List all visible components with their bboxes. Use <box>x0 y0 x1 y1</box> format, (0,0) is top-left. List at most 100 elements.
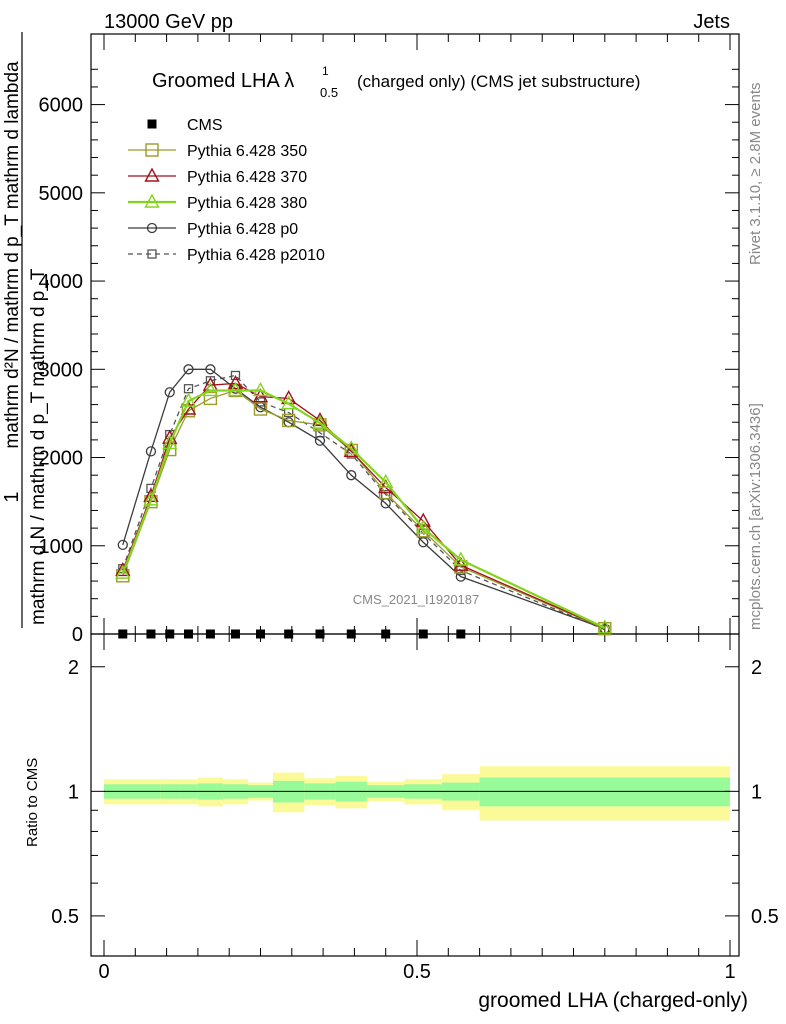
data-point-p2010 <box>230 370 241 381</box>
data-point-p380 <box>280 395 297 410</box>
data-point-cms <box>418 629 428 639</box>
data-point-p380 <box>343 440 359 455</box>
main-y-tick-label: 4000 <box>39 271 84 293</box>
data-point-p350 <box>181 404 196 418</box>
series-line-p380 <box>121 389 606 629</box>
rivet-label: Rivet 3.1.10, ≥ 2.8M events <box>747 83 764 266</box>
data-point-p350 <box>203 391 218 406</box>
y-axis-numerator: 1 <box>1 491 23 502</box>
x-tick-label: 0 <box>98 961 109 983</box>
data-point-p370 <box>453 556 469 571</box>
data-point-p380 <box>162 434 178 450</box>
energy-label: 13000 GeV pp <box>104 11 233 33</box>
legend-label-p370: Pythia 6.428 370 <box>187 169 307 186</box>
ratio-plot-frame <box>90 633 740 957</box>
ratio-y-tick-label: 2 <box>68 657 79 679</box>
main-y-ticks: 0 1000 2000 3000 4000 5000 6000 <box>39 68 739 646</box>
main-y-tick-label: 1000 <box>39 536 84 558</box>
x-ticks: 0 0.5 1 <box>98 34 736 983</box>
data-point-p380 <box>202 382 219 397</box>
title-rest: (charged only) (CMS jet substructure) <box>357 72 640 91</box>
data-point-p380 <box>378 473 394 488</box>
data-point-cms <box>381 629 391 639</box>
legend-item-p370: Pythia 6.428 370 <box>128 167 307 186</box>
data-point-p0 <box>145 446 157 457</box>
data-point-p0 <box>418 537 429 548</box>
series-p380 <box>115 382 613 634</box>
data-point-p0 <box>164 387 175 398</box>
data-point-p370 <box>415 512 431 527</box>
data-point-cms <box>346 629 356 639</box>
legend-label-p350: Pythia 6.428 350 <box>187 143 307 160</box>
data-point-p0 <box>205 364 216 375</box>
data-point-cms <box>256 629 265 639</box>
legend-marker-p350 <box>145 143 159 157</box>
data-point-p370 <box>115 562 131 577</box>
data-point-p380 <box>415 519 431 534</box>
title-superscript: 1 <box>322 64 329 78</box>
plot-title: Groomed LHA λ 1 0.5 (charged only) (CMS … <box>152 64 640 100</box>
legend-item-cms: CMS <box>147 117 223 134</box>
series-layer <box>115 364 613 639</box>
ratio-y-tick-label: 2 <box>751 657 762 679</box>
data-point-p370 <box>312 412 328 427</box>
main-y-tick-label: 6000 <box>39 95 84 117</box>
series-cms <box>118 629 466 639</box>
mcplots-label: mcplots.cern.ch [arXiv:1306.3436] <box>747 403 764 630</box>
x-axis-label: groomed LHA (charged-only) <box>478 989 748 1012</box>
data-point-p380 <box>453 551 469 566</box>
ratio-band-inner <box>479 777 730 807</box>
legend-item-p2010: Pythia 6.428 p2010 <box>128 247 325 264</box>
x-tick-label: 1 <box>724 961 735 983</box>
legend-marker-p0 <box>146 222 158 234</box>
data-point-cms <box>118 629 128 639</box>
main-y-tick-label: 0 <box>72 624 83 646</box>
data-point-p350 <box>253 402 268 416</box>
ratio-y-tick-label: 0.5 <box>51 906 79 928</box>
ratio-bands <box>104 766 730 821</box>
data-point-p380 <box>143 491 159 506</box>
data-point-cms <box>315 629 325 639</box>
ratio-y-tick-label: 1 <box>68 781 79 803</box>
legend-marker-p380 <box>144 193 160 208</box>
y-axis-right-part: mathrm d²N / mathrm d p_T mathrm d lambd… <box>2 61 23 449</box>
ratio-axis-label: Ratio to CMS <box>24 758 41 847</box>
legend-marker-cms <box>147 119 157 129</box>
data-point-p0 <box>455 571 466 582</box>
legend-item-p350: Pythia 6.428 350 <box>128 143 307 160</box>
legend: CMS Pythia 6.428 350 Pythia 6.428 370 Pythi… <box>128 117 325 264</box>
ratio-y-ticks: 0.5 0.5 1 1 2 2 <box>51 657 779 957</box>
data-point-p380 <box>597 619 613 634</box>
data-point-p380 <box>252 382 269 397</box>
legend-label-p2010: Pythia 6.428 p2010 <box>187 247 325 264</box>
y-axis-label: 1 mathrm d N / mathrm d p_T mathrm d p_T… <box>1 32 49 628</box>
data-point-cms <box>230 629 240 639</box>
process-label: Jets <box>693 11 730 33</box>
data-point-cms <box>184 629 194 639</box>
x-tick-label: 0.5 <box>403 961 431 983</box>
data-point-p380 <box>227 382 244 397</box>
main-y-tick-label: 3000 <box>39 359 84 381</box>
legend-item-p380: Pythia 6.428 380 <box>128 193 307 212</box>
data-point-cms <box>165 629 175 639</box>
ratio-y-tick-label: 0.5 <box>751 906 779 928</box>
legend-label-p380: Pythia 6.428 380 <box>187 195 307 212</box>
data-point-p380 <box>115 564 131 579</box>
ratio-y-tick-label: 1 <box>751 781 762 803</box>
legend-marker-p370 <box>144 167 160 182</box>
data-point-p0 <box>117 539 128 551</box>
title-main: Groomed LHA λ <box>152 70 294 92</box>
data-point-cms <box>146 629 156 639</box>
main-y-tick-label: 2000 <box>39 448 84 470</box>
data-point-p380 <box>312 414 328 429</box>
data-point-p0 <box>346 470 357 481</box>
data-point-p0 <box>183 364 194 375</box>
main-y-tick-label: 5000 <box>39 183 84 205</box>
legend-item-p0: Pythia 6.428 p0 <box>128 221 298 238</box>
legend-label-p0: Pythia 6.428 p0 <box>187 221 298 238</box>
legend-marker-p2010 <box>147 249 157 259</box>
legend-label-cms: CMS <box>187 117 223 134</box>
y-axis-denominator: mathrm d N / mathrm d p_T mathrm d p_T <box>28 268 49 625</box>
data-point-p0 <box>314 435 326 446</box>
